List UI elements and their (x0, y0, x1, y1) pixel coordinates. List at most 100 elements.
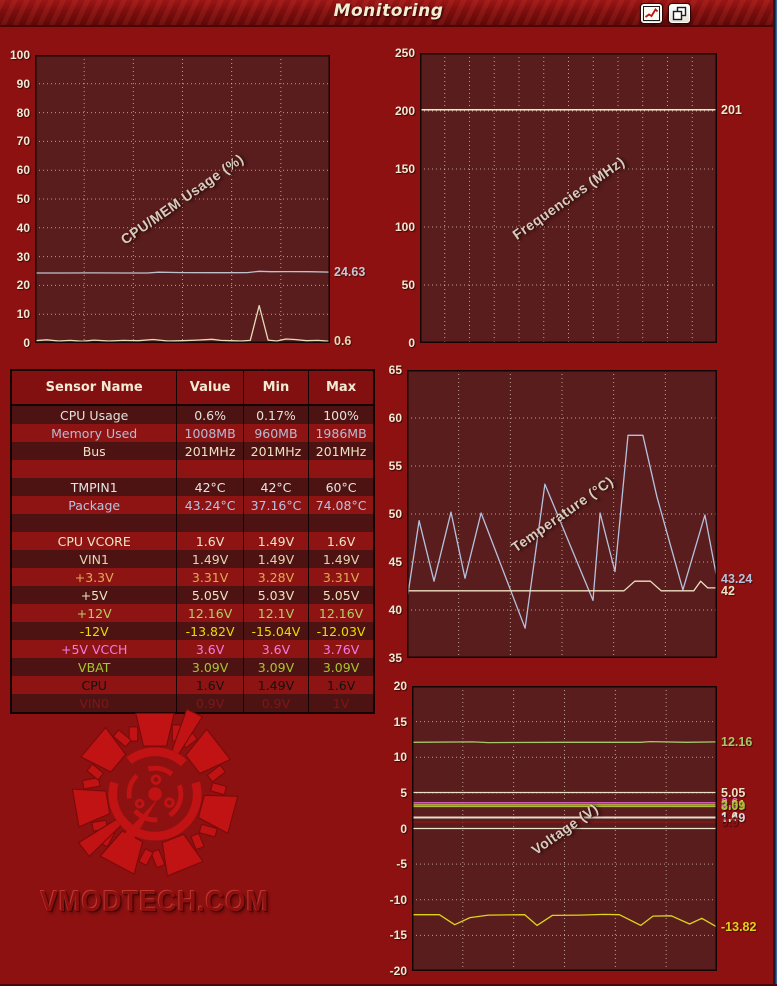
value-label: 0.6 (334, 334, 352, 349)
axis-tick-label: 50 (401, 278, 415, 292)
table-cell: 1.49V (242, 676, 310, 694)
table-cell (176, 514, 244, 532)
table-cell: 1986MB (308, 424, 375, 442)
table-cell (308, 460, 375, 478)
window-right-border (773, 0, 777, 986)
axis-tick-label: 0 (400, 821, 407, 836)
value-label: 43.24 (721, 571, 753, 586)
table-cell: 12.1V (242, 604, 310, 622)
table-row: Package 43.24°C 37.16°C 74.08°C (10, 496, 375, 514)
table-cell: TMPIN1 (10, 478, 178, 496)
value-label: 3.6 (721, 795, 739, 810)
table-cell: -12V (10, 622, 178, 640)
table-cell: 1.49V (242, 532, 310, 550)
table-row: CPU VCORE 1.6V 1.49V 1.6V (10, 532, 375, 550)
vmodtech-logo: VMODTECH.COM (30, 700, 280, 918)
table-cell: 1.49V (176, 550, 244, 568)
table-row: Bus 201MHz 201MHz 201MHz (10, 442, 375, 460)
table-row: +5V VCCH 3.6V 3.6V 3.76V (10, 640, 375, 658)
table-cell: 3.6V (242, 640, 310, 658)
value-label: 5.05 (721, 785, 746, 800)
table-cell: 1008MB (176, 424, 244, 442)
value-label: 42 (721, 583, 735, 598)
series-cpu-usage (34, 304, 331, 342)
sensor-table: Sensor Name Value Min Max CPU Usage 0.6% 0.17… (10, 369, 375, 714)
table-cell: +12V (10, 604, 178, 622)
copy-view-button[interactable] (668, 3, 691, 24)
table-cell: 0.9V (176, 694, 244, 713)
table-cell: 1.6V (308, 676, 375, 694)
table-row: VIN0 0.9V 0.9V 1V (10, 694, 375, 713)
axis-tick-label: 20 (16, 278, 30, 293)
axis-tick-label: 20 (393, 679, 407, 693)
table-cell: 3.09V (308, 658, 375, 676)
column-header: Value (176, 369, 244, 406)
table-cell: CPU Usage (10, 405, 178, 424)
table-cell: 201MHz (308, 442, 375, 460)
axis-tick-label: 35 (388, 651, 402, 665)
series-plus12v (411, 740, 718, 744)
window-bottom-border (0, 984, 777, 986)
table-cell (176, 460, 244, 478)
table-cell (308, 514, 375, 532)
table-row: VBAT 3.09V 3.09V 3.09V (10, 658, 375, 676)
table-cell: +5V (10, 586, 178, 604)
series-minus12v (412, 913, 718, 928)
chart-voltage: -20 -15 -10 -5 0 5 10 15 20 12.16 5.05 3.6 3.31 3.09 1… (390, 679, 757, 978)
table-cell: Memory Used (10, 424, 178, 442)
copy-icon (672, 6, 687, 21)
axis-tick-label: 30 (16, 249, 30, 264)
table-cell: 12.16V (308, 604, 375, 622)
chart-frequencies: 0 50 100 150 200 250 201 Frequencies (MHz) (395, 46, 742, 350)
axis-tick-label: 40 (388, 603, 402, 617)
table-cell: VIN1 (10, 550, 178, 568)
table-row: VIN1 1.49V 1.49V 1.49V (10, 550, 375, 568)
axis-tick-label: 50 (388, 507, 402, 521)
table-cell (242, 514, 310, 532)
table-cell: 74.08°C (308, 496, 375, 514)
table-cell: 1V (308, 694, 375, 713)
value-label: 201 (721, 102, 742, 117)
title-bar: Monitoring (0, 0, 777, 27)
axis-tick-label: -5 (396, 857, 407, 872)
value-label: 0.9 (721, 815, 739, 830)
axis-tick-label: 150 (394, 162, 415, 176)
table-cell: 60°C (308, 478, 375, 496)
plot-area (406, 370, 718, 658)
column-header: Sensor Name (10, 369, 178, 406)
table-row: +12V 12.16V 12.1V 12.16V (10, 604, 375, 622)
series-package-temp (406, 434, 718, 629)
table-cell: 0.17% (242, 405, 310, 424)
table-cell: 5.05V (176, 586, 244, 604)
axis-tick-label: 15 (393, 714, 407, 729)
value-label: 1.6 (721, 810, 739, 825)
table-cell: -12.03V (308, 622, 375, 640)
graph-view-button[interactable] (640, 3, 663, 24)
table-cell: 12.16V (176, 604, 244, 622)
table-cell: 3.31V (176, 568, 244, 586)
table-cell: 37.16°C (242, 496, 310, 514)
table-cell: 1.6V (176, 532, 244, 550)
table-cell: CPU VCORE (10, 532, 178, 550)
table-cell: 3.09V (242, 658, 310, 676)
table-cell: +3.3V (10, 568, 178, 586)
table-cell: Package (10, 496, 178, 514)
axis-tick-label: 40 (16, 220, 30, 235)
table-cell: 201MHz (176, 442, 244, 460)
table-row: Memory Used 1008MB 960MB 1986MB (10, 424, 375, 442)
table-cell: 201MHz (242, 442, 310, 460)
table-cell: 5.05V (308, 586, 375, 604)
value-label: 1.49 (721, 810, 746, 825)
table-cell: 3.09V (176, 658, 244, 676)
table-cell: VIN0 (10, 694, 178, 713)
axis-tick-label: 70 (16, 134, 30, 149)
table-cell: 3.6V (176, 640, 244, 658)
axis-tick-label: 60 (16, 163, 30, 178)
axis-tick-label: 45 (388, 555, 402, 569)
chart-cpu-mem-usage: 0 10 20 30 40 50 60 70 80 90 100 24.63 0.6 CPU/MEM Us… (10, 48, 365, 350)
table-row-empty (10, 514, 375, 532)
axis-tick-label: 10 (16, 307, 30, 322)
value-label: 12.16 (721, 734, 753, 749)
axis-tick-label: 50 (16, 192, 30, 206)
